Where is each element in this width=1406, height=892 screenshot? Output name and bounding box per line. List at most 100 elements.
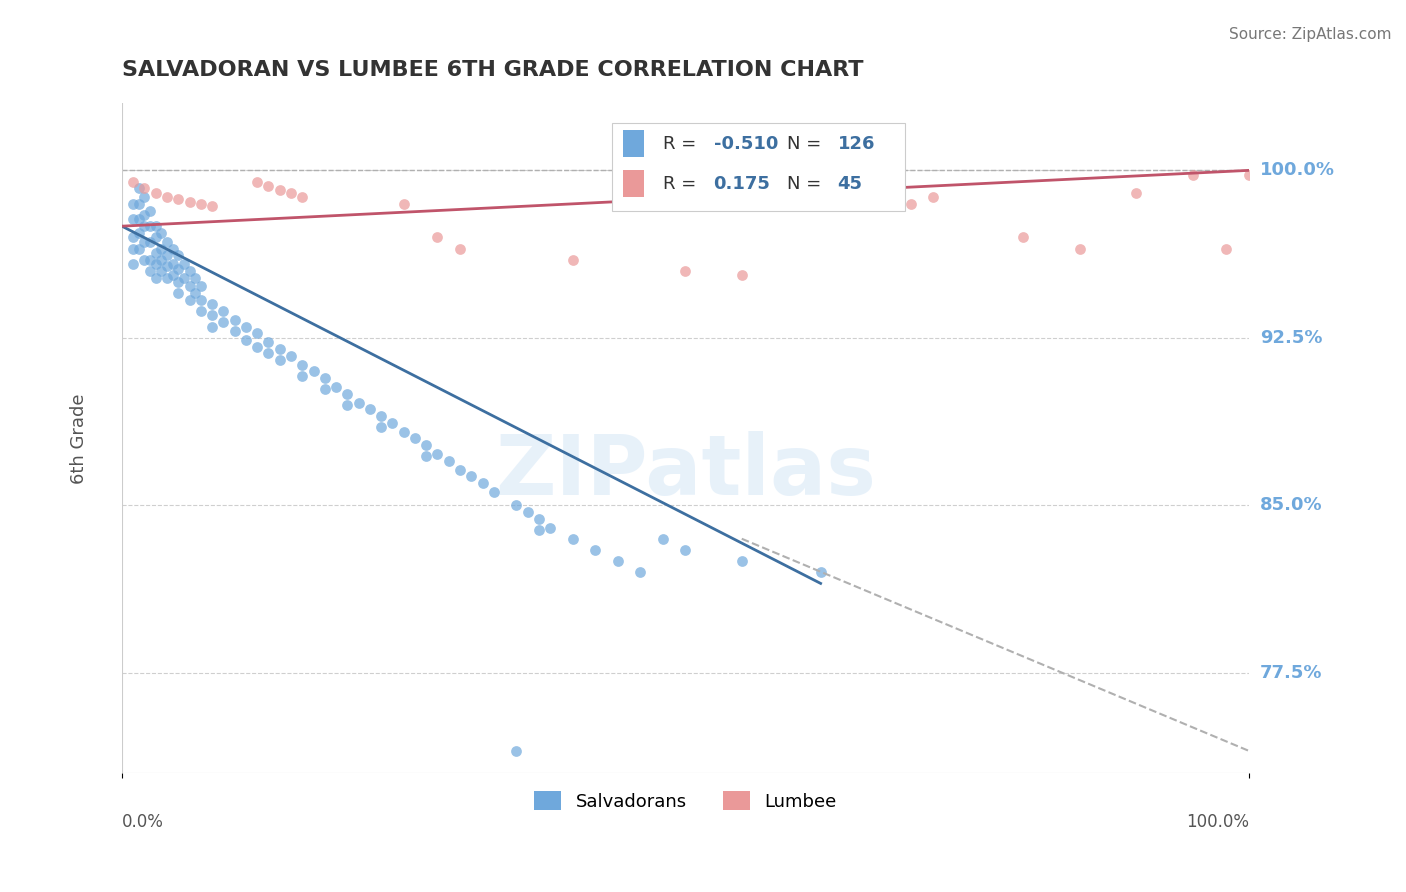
Point	[167, 261, 190, 276]
Point	[156, 260, 179, 274]
Point	[145, 246, 167, 260]
Point	[1069, 242, 1091, 256]
Point	[731, 554, 754, 568]
Point	[167, 248, 190, 262]
Point	[449, 242, 471, 256]
Point	[162, 257, 184, 271]
Text: 126: 126	[838, 135, 875, 153]
Point	[167, 286, 190, 301]
Point	[246, 340, 269, 354]
Point	[179, 264, 201, 278]
Point	[291, 190, 314, 204]
Text: 45: 45	[838, 175, 862, 193]
Point	[173, 257, 195, 271]
Text: Source: ZipAtlas.com: Source: ZipAtlas.com	[1229, 27, 1392, 42]
Point	[922, 190, 945, 204]
Point	[122, 257, 145, 271]
Point	[122, 175, 145, 189]
Point	[505, 498, 527, 512]
Point	[162, 268, 184, 283]
Point	[426, 447, 449, 461]
Point	[257, 335, 280, 350]
Point	[134, 252, 156, 267]
Point	[359, 402, 381, 417]
Point	[246, 326, 269, 341]
Point	[201, 199, 224, 213]
Text: 0.175: 0.175	[714, 175, 770, 193]
Point	[145, 270, 167, 285]
Point	[516, 505, 538, 519]
Point	[392, 197, 415, 211]
Point	[538, 520, 561, 534]
Point	[731, 268, 754, 283]
Point	[145, 186, 167, 200]
Point	[280, 349, 302, 363]
Point	[505, 744, 527, 758]
Point	[179, 194, 201, 209]
Point	[167, 275, 190, 289]
Point	[471, 475, 494, 490]
Point	[156, 248, 179, 262]
Point	[651, 532, 673, 546]
Point	[145, 230, 167, 244]
Point	[184, 270, 207, 285]
Text: R =: R =	[662, 175, 702, 193]
Point	[212, 304, 235, 318]
Point	[336, 386, 359, 401]
Point	[139, 264, 162, 278]
Point	[437, 453, 460, 467]
Text: 92.5%: 92.5%	[1260, 329, 1323, 347]
Point	[212, 315, 235, 329]
Point	[370, 409, 392, 423]
Text: -0.510: -0.510	[714, 135, 778, 153]
FancyBboxPatch shape	[612, 123, 905, 211]
Point	[628, 566, 651, 580]
Point	[269, 342, 291, 356]
Point	[150, 264, 173, 278]
Point	[415, 449, 437, 463]
Point	[156, 270, 179, 285]
Text: 100.0%: 100.0%	[1185, 814, 1249, 831]
Point	[269, 184, 291, 198]
Point	[336, 398, 359, 412]
Point	[224, 313, 246, 327]
Point	[449, 462, 471, 476]
Point	[145, 219, 167, 234]
Point	[257, 346, 280, 360]
Point	[246, 175, 269, 189]
Point	[139, 219, 162, 234]
Point	[314, 382, 336, 396]
Point	[370, 420, 392, 434]
Point	[150, 226, 173, 240]
Point	[134, 208, 156, 222]
Point	[201, 309, 224, 323]
Point	[291, 368, 314, 383]
Point	[606, 554, 628, 568]
Point	[482, 484, 505, 499]
Point	[1125, 186, 1147, 200]
Point	[128, 242, 150, 256]
Point	[122, 212, 145, 227]
Point	[269, 353, 291, 368]
Point	[139, 203, 162, 218]
Point	[190, 304, 212, 318]
Point	[201, 319, 224, 334]
Legend: Salvadorans, Lumbee: Salvadorans, Lumbee	[527, 784, 844, 818]
Point	[325, 380, 347, 394]
Point	[673, 264, 696, 278]
Text: 100.0%: 100.0%	[1260, 161, 1336, 179]
Point	[810, 566, 832, 580]
Point	[302, 364, 325, 378]
Point	[381, 416, 404, 430]
Point	[139, 252, 162, 267]
Point	[128, 197, 150, 211]
Text: 85.0%: 85.0%	[1260, 496, 1323, 515]
Point	[134, 219, 156, 234]
Point	[460, 469, 482, 483]
Point	[145, 257, 167, 271]
Point	[314, 371, 336, 385]
Point	[190, 293, 212, 307]
Point	[167, 193, 190, 207]
Point	[347, 395, 370, 409]
Point	[134, 190, 156, 204]
